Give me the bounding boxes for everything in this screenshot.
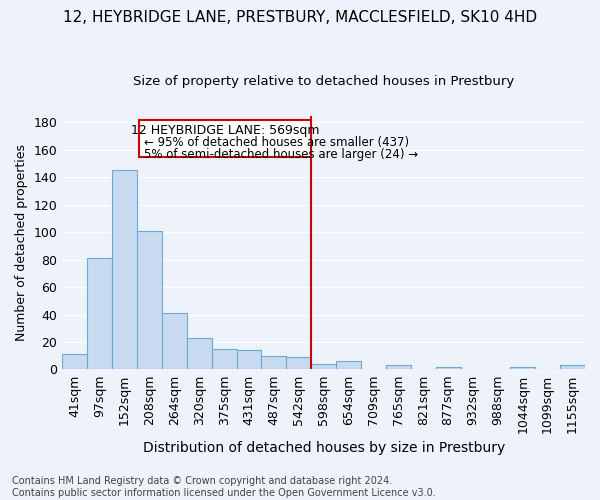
Text: 12, HEYBRIDGE LANE, PRESTBURY, MACCLESFIELD, SK10 4HD: 12, HEYBRIDGE LANE, PRESTBURY, MACCLESFI…	[63, 10, 537, 25]
Bar	[511, 366, 535, 370]
Bar	[262, 356, 286, 370]
Bar	[560, 366, 585, 370]
Bar	[137, 231, 162, 370]
Bar	[139, 120, 311, 156]
Bar	[236, 350, 262, 370]
Bar	[436, 366, 461, 370]
Bar	[336, 361, 361, 370]
Bar	[286, 357, 311, 370]
Bar	[386, 366, 411, 370]
Text: 5% of semi-detached houses are larger (24) →: 5% of semi-detached houses are larger (2…	[145, 148, 419, 162]
Y-axis label: Number of detached properties: Number of detached properties	[15, 144, 28, 341]
Bar	[162, 313, 187, 370]
Title: Size of property relative to detached houses in Prestbury: Size of property relative to detached ho…	[133, 75, 514, 88]
Bar	[187, 338, 212, 370]
Bar	[87, 258, 112, 370]
Text: Contains HM Land Registry data © Crown copyright and database right 2024.
Contai: Contains HM Land Registry data © Crown c…	[12, 476, 436, 498]
Text: 12 HEYBRIDGE LANE: 569sqm: 12 HEYBRIDGE LANE: 569sqm	[131, 124, 320, 137]
Bar	[311, 364, 336, 370]
Bar	[112, 170, 137, 370]
Bar	[62, 354, 87, 370]
Text: ← 95% of detached houses are smaller (437): ← 95% of detached houses are smaller (43…	[145, 136, 410, 149]
X-axis label: Distribution of detached houses by size in Prestbury: Distribution of detached houses by size …	[143, 441, 505, 455]
Bar	[212, 349, 236, 370]
